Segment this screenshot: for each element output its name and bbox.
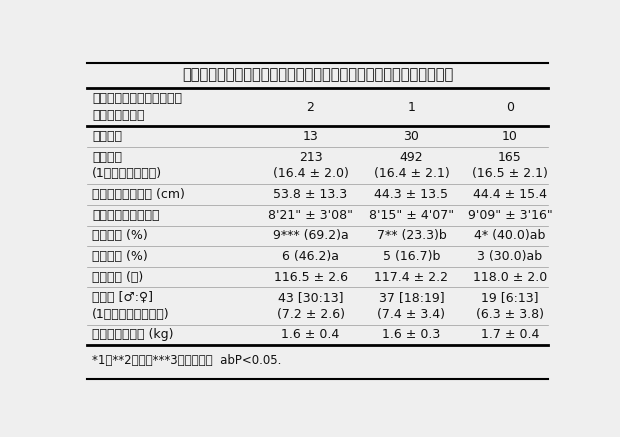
Text: 19 [6:13]
(6.3 ± 3.8): 19 [6:13] (6.3 ± 3.8): [476, 291, 544, 321]
Text: 移植胚数
(1頭あたりの胚数): 移植胚数 (1頭あたりの胚数): [92, 151, 162, 180]
Text: 産子数 [♂:♀]
(1頭あたりの産子数): 産子数 [♂:♀] (1頭あたりの産子数): [92, 291, 169, 321]
Text: 44.4 ± 15.4: 44.4 ± 15.4: [473, 188, 547, 201]
Text: 分娩頭数 (%): 分娩頭数 (%): [92, 250, 148, 263]
Text: 53.8 ± 13.3: 53.8 ± 13.3: [273, 188, 348, 201]
Text: 移植頭数: 移植頭数: [92, 130, 122, 143]
Text: 移植にかかった時間: 移植にかかった時間: [92, 209, 159, 222]
Text: 13: 13: [303, 130, 319, 143]
Text: 1: 1: [407, 101, 415, 114]
Text: 10: 10: [502, 130, 518, 143]
Text: 43 [30:13]
(7.2 ± 2.6): 43 [30:13] (7.2 ± 2.6): [277, 291, 345, 321]
Text: 8'15" ± 4'07": 8'15" ± 4'07": [369, 209, 454, 222]
Text: 9*** (69.2)a: 9*** (69.2)a: [273, 229, 348, 243]
Text: 0: 0: [506, 101, 514, 114]
Text: 9'09" ± 3'16": 9'09" ± 3'16": [467, 209, 552, 222]
Text: 8'21" ± 3'08": 8'21" ± 3'08": [268, 209, 353, 222]
Text: 1.6 ± 0.4: 1.6 ± 0.4: [281, 328, 340, 341]
Text: 表２　体内発育胚の日齢と受胚豚の発情周期が受胎成績に及ぼす影響: 表２ 体内発育胚の日齢と受胚豚の発情周期が受胎成績に及ぼす影響: [182, 68, 453, 83]
Text: 1.6 ± 0.3: 1.6 ± 0.3: [383, 328, 441, 341]
Text: 3 (30.0)ab: 3 (30.0)ab: [477, 250, 542, 263]
Text: *1，**2および***3頭は流産．  abP<0.05.: *1，**2および***3頭は流産． abP<0.05.: [92, 354, 281, 367]
Text: 7** (23.3)b: 7** (23.3)b: [376, 229, 446, 243]
Text: 産子の生時体重 (kg): 産子の生時体重 (kg): [92, 328, 174, 341]
Text: 44.3 ± 13.5: 44.3 ± 13.5: [374, 188, 448, 201]
Text: 117.4 ± 2.2: 117.4 ± 2.2: [374, 271, 448, 284]
Text: 2: 2: [307, 101, 314, 114]
Text: 213
(16.4 ± 2.0): 213 (16.4 ± 2.0): [273, 151, 348, 180]
Text: 165
(16.5 ± 2.1): 165 (16.5 ± 2.1): [472, 151, 548, 180]
Text: 5 (16.7)b: 5 (16.7)b: [383, 250, 440, 263]
Text: 492
(16.4 ± 2.1): 492 (16.4 ± 2.1): [374, 151, 450, 180]
Text: 118.0 ± 2.0: 118.0 ± 2.0: [473, 271, 547, 284]
Text: カテーテル挿入長 (cm): カテーテル挿入長 (cm): [92, 188, 185, 201]
Text: 116.5 ± 2.6: 116.5 ± 2.6: [273, 271, 348, 284]
Text: 1.7 ± 0.4: 1.7 ± 0.4: [480, 328, 539, 341]
Text: 胚日齢に対する受胚豚の発
情周期遅延日数: 胚日齢に対する受胚豚の発 情周期遅延日数: [92, 92, 182, 122]
Text: 37 [18:19]
(7.4 ± 3.4): 37 [18:19] (7.4 ± 3.4): [378, 291, 445, 321]
Text: 4* (40.0)ab: 4* (40.0)ab: [474, 229, 546, 243]
Text: 妊娠日数 (日): 妊娠日数 (日): [92, 271, 143, 284]
Text: 30: 30: [404, 130, 419, 143]
Text: 妊娠頭数 (%): 妊娠頭数 (%): [92, 229, 148, 243]
Text: 6 (46.2)a: 6 (46.2)a: [282, 250, 339, 263]
